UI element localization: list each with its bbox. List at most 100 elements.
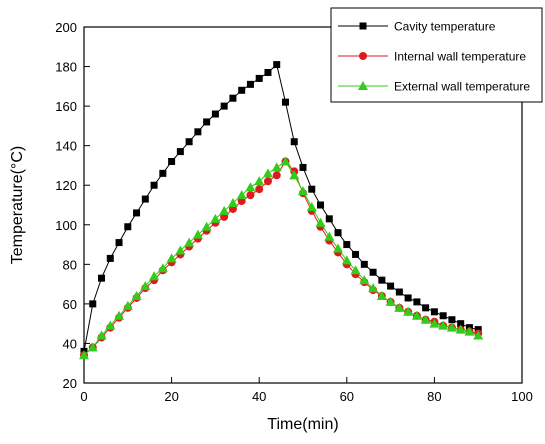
- data-point: [299, 163, 307, 171]
- data-point: [229, 94, 237, 102]
- data-point: [79, 350, 89, 360]
- data-point: [220, 102, 228, 110]
- data-point: [255, 74, 263, 82]
- data-point: [448, 316, 456, 324]
- series-line: [83, 160, 479, 356]
- data-point: [263, 177, 272, 186]
- data-point: [96, 330, 107, 340]
- data-point: [140, 281, 151, 291]
- data-point: [141, 195, 149, 203]
- data-point: [369, 268, 377, 276]
- data-point: [385, 296, 396, 306]
- legend-marker: [358, 81, 368, 90]
- data-point: [438, 320, 449, 330]
- x-tick-label: 40: [252, 389, 266, 404]
- data-point: [455, 324, 466, 334]
- data-point: [403, 306, 414, 316]
- data-point: [422, 304, 430, 312]
- data-point: [166, 253, 177, 263]
- legend-marker: [359, 52, 367, 60]
- data-point: [194, 128, 202, 136]
- data-point: [227, 198, 238, 208]
- data-point: [350, 265, 361, 275]
- data-point: [457, 320, 465, 328]
- data-point: [271, 162, 282, 172]
- data-point: [343, 241, 351, 249]
- y-tick-label: 120: [55, 178, 77, 193]
- data-point: [289, 170, 300, 180]
- data-point: [325, 215, 333, 223]
- data-point: [333, 243, 344, 253]
- data-point: [246, 191, 255, 200]
- data-point: [254, 176, 265, 186]
- legend: Cavity temperature Internal wall temperat…: [330, 7, 543, 103]
- data-point: [255, 185, 264, 194]
- y-tick-label: 140: [55, 139, 77, 154]
- data-point: [317, 201, 325, 209]
- data-point: [201, 221, 212, 231]
- data-point: [115, 239, 123, 247]
- y-tick-label: 20: [63, 376, 77, 391]
- data-point: [395, 288, 403, 296]
- y-axis-label: Temperature(°C): [9, 146, 26, 264]
- y-tick-label: 80: [63, 257, 77, 272]
- data-point: [341, 255, 352, 265]
- data-point: [176, 148, 184, 156]
- legend-marker: [359, 22, 367, 30]
- data-point: [262, 168, 273, 178]
- data-point: [184, 237, 195, 247]
- x-tick-label: 100: [511, 389, 533, 404]
- data-point: [352, 250, 360, 258]
- data-point: [87, 342, 98, 352]
- data-point: [272, 171, 281, 180]
- data-point: [210, 213, 221, 223]
- data-point: [298, 186, 308, 196]
- data-point: [376, 290, 387, 300]
- data-point: [473, 330, 484, 340]
- plot-frame: [83, 26, 523, 384]
- data-point: [308, 185, 316, 193]
- data-point: [290, 138, 298, 146]
- x-tick-label: 20: [164, 389, 178, 404]
- data-point: [246, 80, 254, 88]
- data-point: [359, 275, 370, 285]
- x-tick-label: 60: [340, 389, 354, 404]
- legend-label: External wall temperature: [394, 80, 530, 94]
- data-point: [150, 181, 158, 189]
- data-point: [368, 283, 379, 293]
- data-point: [149, 271, 160, 281]
- y-tick-label: 160: [55, 99, 77, 114]
- data-point: [264, 68, 272, 76]
- data-point: [378, 276, 386, 284]
- data-point: [89, 300, 97, 308]
- series-line: [83, 63, 479, 352]
- data-point: [105, 320, 116, 330]
- data-point: [185, 138, 193, 146]
- data-point: [159, 169, 167, 177]
- y-tick-label: 180: [55, 60, 77, 75]
- data-point: [122, 300, 133, 310]
- data-point: [334, 229, 342, 237]
- data-point: [387, 282, 395, 290]
- data-point: [175, 245, 186, 255]
- data-point: [168, 157, 176, 165]
- x-axis-label: Time(min): [267, 416, 338, 433]
- data-point: [236, 190, 247, 200]
- data-point: [446, 322, 457, 332]
- data-point: [429, 318, 440, 328]
- series-layer: [79, 61, 484, 360]
- series-line: [83, 160, 479, 356]
- data-point: [211, 110, 219, 118]
- series-circle: [80, 157, 483, 360]
- data-point: [281, 98, 289, 106]
- data-point: [360, 260, 368, 268]
- x-tick-label: 0: [80, 389, 87, 404]
- data-point: [133, 209, 141, 217]
- data-point: [245, 182, 256, 192]
- data-point: [131, 290, 142, 300]
- data-point: [157, 263, 168, 273]
- data-point: [464, 326, 475, 336]
